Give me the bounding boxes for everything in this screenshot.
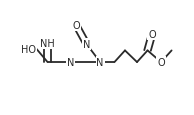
Text: O: O [148, 30, 156, 40]
Text: N: N [96, 58, 104, 68]
Text: O: O [72, 21, 80, 31]
Text: N: N [67, 58, 74, 68]
Text: O: O [157, 58, 165, 68]
Text: HO: HO [21, 44, 36, 54]
Text: NH: NH [40, 39, 55, 49]
Text: N: N [83, 40, 90, 50]
